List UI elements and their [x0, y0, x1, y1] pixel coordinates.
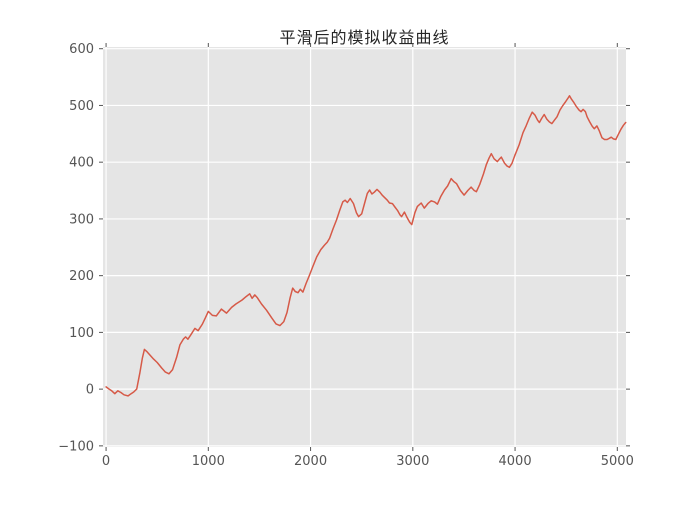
y-tick-label: −100: [58, 439, 94, 454]
y-tick-label: 0: [86, 383, 94, 398]
y-tick-label: 600: [69, 42, 94, 57]
y-tick-label: 400: [69, 156, 94, 171]
x-tick-label: 4000: [499, 454, 532, 469]
series-line: [105, 95, 627, 397]
x-tick-label: 1000: [192, 454, 225, 469]
y-tick-label: 300: [69, 212, 94, 227]
y-tick-label: 500: [69, 99, 94, 114]
x-tick-label: 2000: [294, 454, 327, 469]
chart-title: 平滑后的模拟收益曲线: [279, 28, 450, 47]
y-tick-label: 100: [69, 326, 94, 341]
x-tick-label: 5000: [601, 454, 634, 469]
x-tick-label: 0: [102, 454, 110, 469]
x-tick-label: 3000: [396, 454, 429, 469]
y-tick-label: 200: [69, 269, 94, 284]
plot-background: [103, 47, 626, 447]
